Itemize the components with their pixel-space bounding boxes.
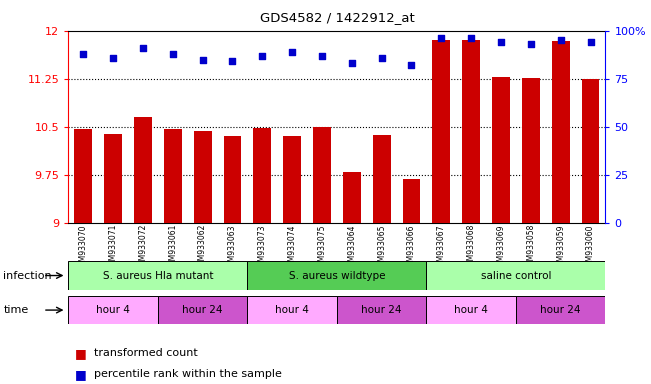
Text: time: time: [3, 305, 29, 315]
Point: [555, 37, 566, 43]
Point: [585, 39, 596, 45]
Point: [78, 51, 89, 57]
Text: percentile rank within the sample: percentile rank within the sample: [94, 369, 283, 379]
Bar: [158, 296, 247, 324]
Bar: [343, 172, 361, 223]
Point: [436, 35, 447, 41]
Text: GDS4582 / 1422912_at: GDS4582 / 1422912_at: [260, 12, 414, 25]
Text: hour 4: hour 4: [454, 305, 488, 315]
Bar: [402, 179, 421, 223]
Text: S. aureus wildtype: S. aureus wildtype: [288, 270, 385, 281]
Text: hour 4: hour 4: [96, 305, 130, 315]
Text: ■: ■: [75, 368, 87, 381]
Bar: [247, 296, 337, 324]
Bar: [551, 41, 570, 223]
Text: saline control: saline control: [480, 270, 551, 281]
Bar: [522, 78, 540, 223]
Text: S. aureus Hla mutant: S. aureus Hla mutant: [103, 270, 213, 281]
Point: [227, 58, 238, 65]
Bar: [223, 136, 242, 223]
Bar: [426, 261, 605, 290]
Bar: [372, 135, 391, 223]
Bar: [68, 261, 247, 290]
Text: infection: infection: [3, 270, 52, 281]
Bar: [337, 296, 426, 324]
Bar: [164, 129, 182, 223]
Bar: [247, 261, 426, 290]
Text: hour 24: hour 24: [540, 305, 581, 315]
Bar: [516, 296, 605, 324]
Bar: [426, 296, 516, 324]
Text: ■: ■: [75, 347, 87, 360]
Point: [406, 62, 417, 68]
Point: [108, 55, 118, 61]
Point: [138, 45, 148, 51]
Bar: [104, 134, 122, 223]
Point: [197, 56, 208, 63]
Point: [257, 53, 268, 59]
Point: [317, 53, 327, 59]
Bar: [492, 77, 510, 223]
Bar: [134, 117, 152, 223]
Bar: [283, 136, 301, 223]
Point: [525, 41, 536, 47]
Text: hour 24: hour 24: [182, 305, 223, 315]
Bar: [581, 79, 600, 223]
Text: hour 4: hour 4: [275, 305, 309, 315]
Point: [376, 55, 387, 61]
Bar: [193, 131, 212, 223]
Text: transformed count: transformed count: [94, 348, 198, 358]
Point: [167, 51, 178, 57]
Bar: [432, 40, 450, 223]
Bar: [68, 296, 158, 324]
Text: hour 24: hour 24: [361, 305, 402, 315]
Bar: [462, 40, 480, 223]
Bar: [313, 127, 331, 223]
Point: [496, 39, 506, 45]
Point: [287, 49, 298, 55]
Point: [466, 35, 477, 41]
Bar: [253, 128, 271, 223]
Bar: [74, 129, 92, 223]
Point: [346, 60, 357, 66]
